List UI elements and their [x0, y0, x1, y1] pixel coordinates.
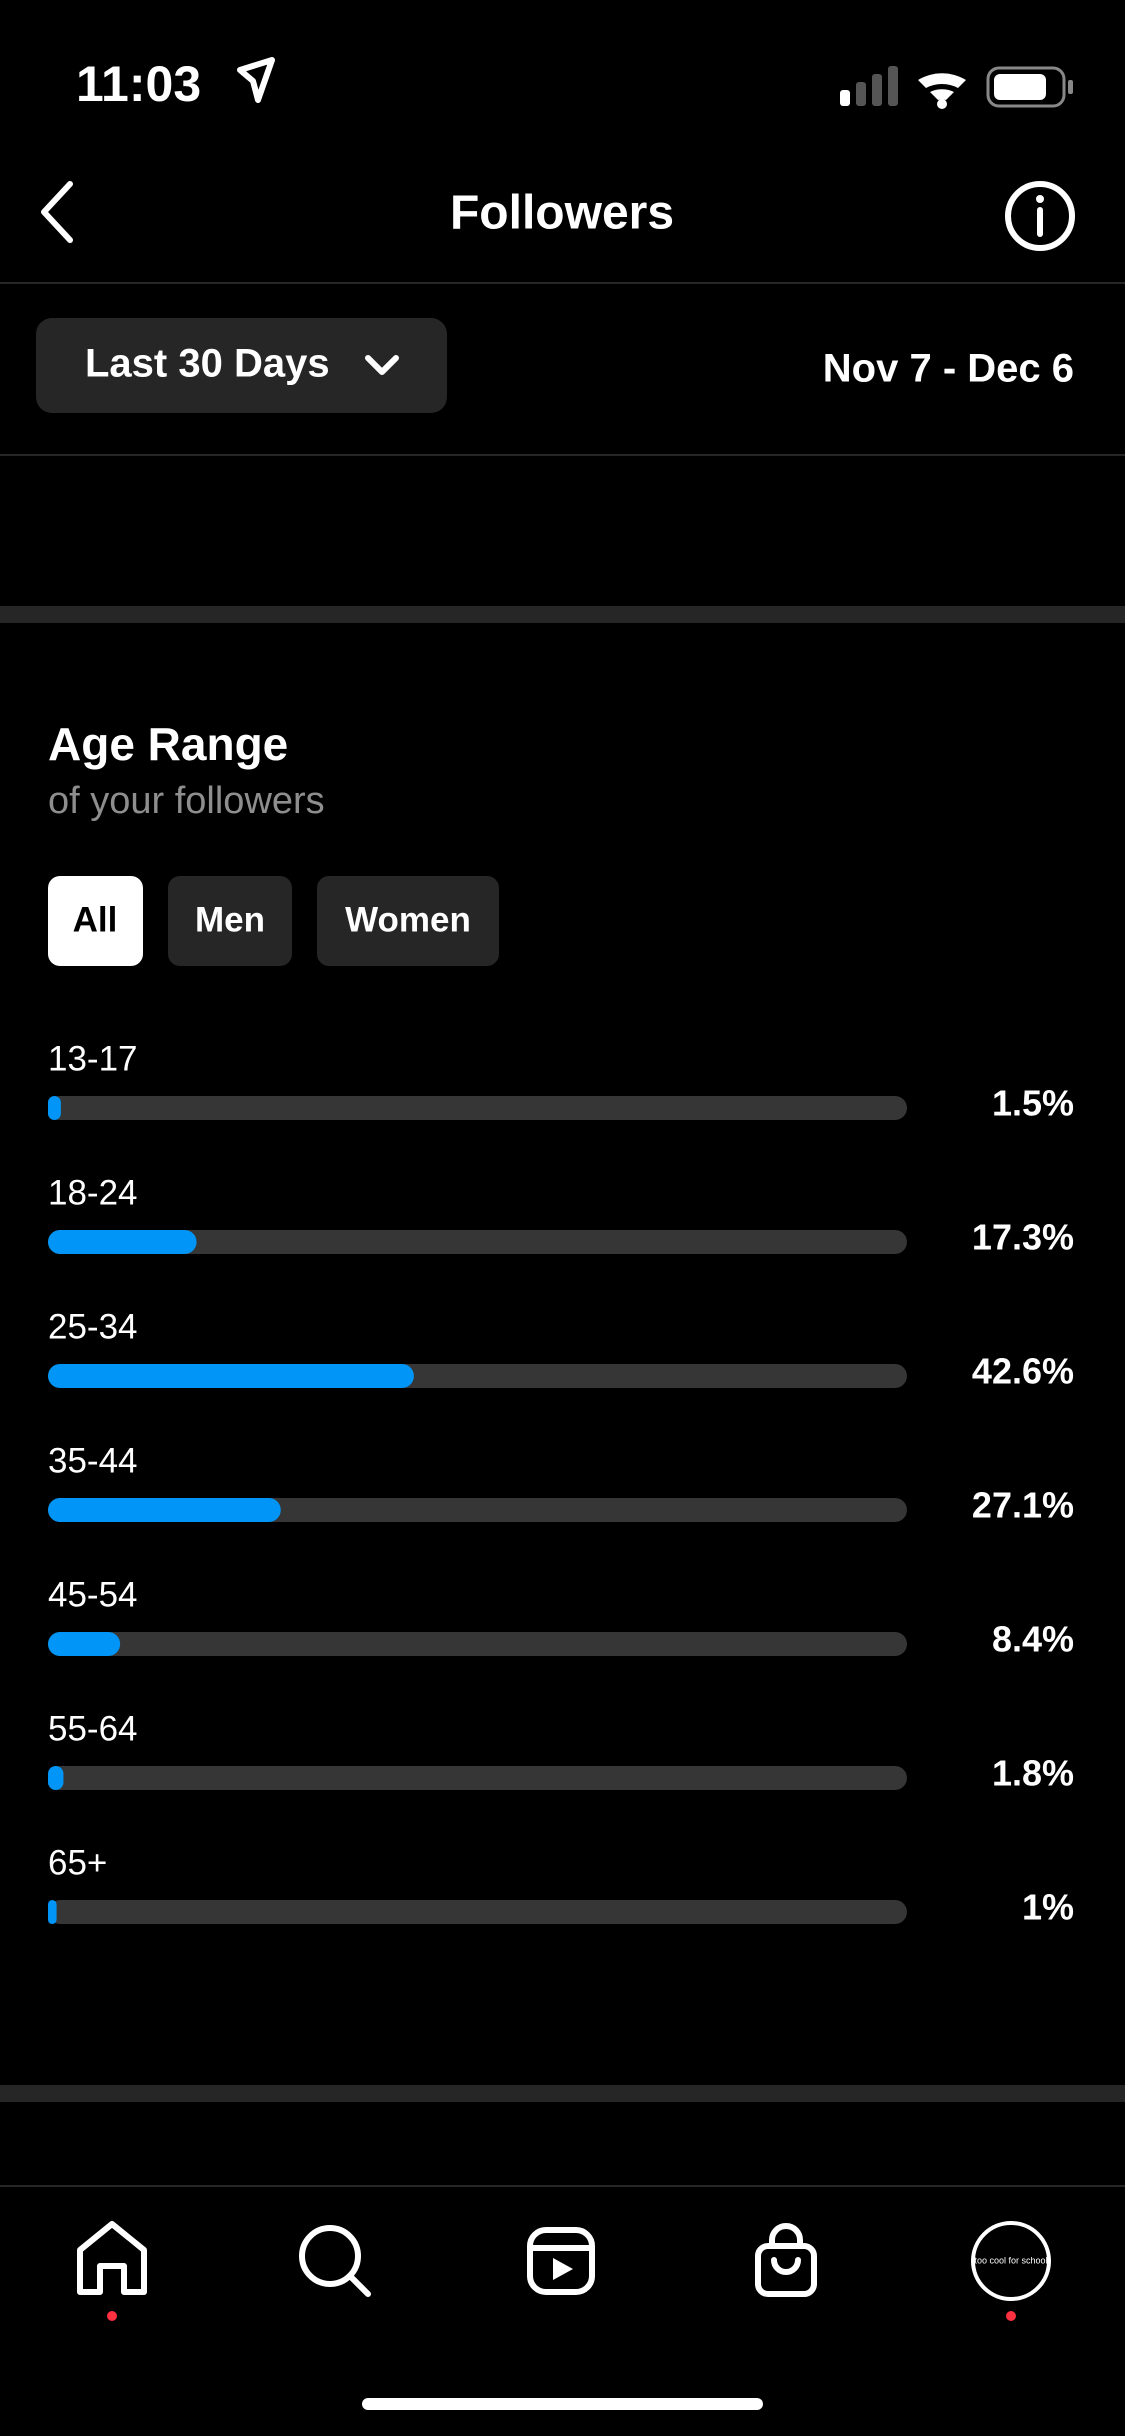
- bar-track: [48, 1230, 907, 1254]
- tab-women[interactable]: Women: [317, 876, 499, 966]
- period-dropdown[interactable]: Last 30 Days: [36, 318, 447, 413]
- bar-track: [48, 1632, 907, 1656]
- period-label[interactable]: Last 30 Days: [85, 342, 330, 386]
- battery-icon: [986, 66, 1073, 108]
- bar: [48, 1230, 197, 1254]
- bar: [48, 1364, 414, 1388]
- tab-label[interactable]: Women: [345, 900, 471, 939]
- tab-label[interactable]: All: [73, 900, 118, 939]
- value-label: 8.4%: [992, 1619, 1074, 1660]
- bar-track: [48, 1766, 907, 1790]
- age-label: 25-34: [48, 1307, 138, 1346]
- info-button[interactable]: [1005, 181, 1075, 251]
- signal-icon: [840, 66, 898, 106]
- tab-label[interactable]: Men: [195, 900, 265, 939]
- bar: [48, 1632, 121, 1656]
- bar: [48, 1900, 57, 1924]
- value-label: 1.5%: [992, 1083, 1074, 1124]
- profile-text: too cool for school: [974, 2255, 1047, 2265]
- tab-all[interactable]: All: [48, 876, 143, 966]
- value-label: 17.3%: [972, 1217, 1074, 1258]
- age-label: 45-54: [48, 1575, 138, 1614]
- header-title: Followers: [450, 187, 674, 240]
- value-label: 1%: [1022, 1887, 1074, 1928]
- section-separator: [0, 2085, 1125, 2102]
- nav-search[interactable]: [299, 2225, 371, 2297]
- section-separator: [0, 606, 1125, 623]
- wifi-icon: [918, 73, 966, 109]
- back-button[interactable]: [41, 181, 73, 243]
- age-label: 65+: [48, 1843, 107, 1882]
- value-label: 1.8%: [992, 1753, 1074, 1794]
- bar-track: [48, 1900, 907, 1924]
- bar: [48, 1096, 61, 1120]
- date-range: Nov 7 - Dec 6: [823, 347, 1074, 391]
- nav-shop[interactable]: [755, 2223, 817, 2297]
- bar: [48, 1498, 281, 1522]
- section-title: Age Range: [48, 718, 288, 770]
- nav-profile[interactable]: too cool for school: [971, 2221, 1051, 2321]
- age-label: 18-24: [48, 1173, 138, 1212]
- bar-track: [48, 1096, 907, 1120]
- status-time: 11:03: [76, 56, 201, 112]
- age-label: 35-44: [48, 1441, 138, 1480]
- value-label: 42.6%: [972, 1351, 1074, 1392]
- age-label: 55-64: [48, 1709, 138, 1748]
- age-label: 13-17: [48, 1039, 138, 1078]
- location-icon: [237, 57, 275, 103]
- value-label: 27.1%: [972, 1485, 1074, 1526]
- nav-reels[interactable]: [527, 2227, 595, 2295]
- tab-men[interactable]: Men: [168, 876, 292, 966]
- bar: [48, 1766, 64, 1790]
- home-indicator: [362, 2398, 763, 2410]
- nav-home[interactable]: [77, 2221, 147, 2321]
- section-subtitle: of your followers: [48, 780, 325, 822]
- age-chart: 13-17 1.5% 18-24 17.3% 25-34 42.6% 35-44 27.1% 4…: [48, 1039, 1074, 1928]
